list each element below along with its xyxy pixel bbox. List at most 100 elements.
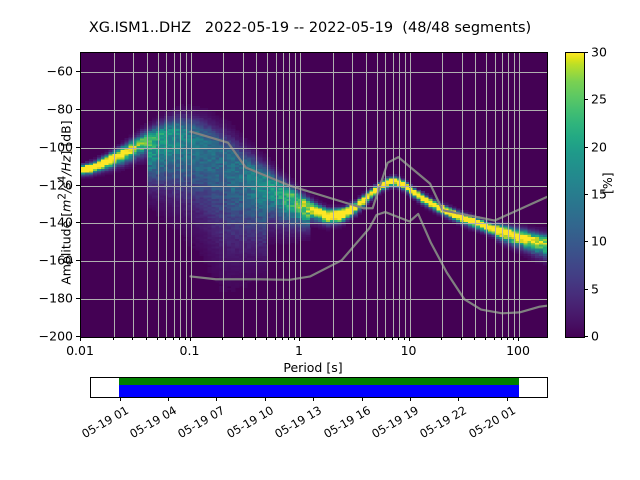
ppsd-density-cell: [231, 155, 236, 158]
ppsd-density-cell: [310, 198, 315, 202]
ppsd-density-cell: [140, 140, 145, 143]
ppsd-density-cell: [369, 195, 374, 198]
ppsd-density-cell: [246, 176, 252, 179]
ppsd-density-cell: [223, 149, 228, 152]
ppsd-density-cell: [187, 234, 193, 238]
ppsd-density-cell: [191, 117, 196, 120]
ppsd-density-cell: [471, 217, 477, 221]
ppsd-density-cell: [321, 217, 327, 221]
ppsd-density-cell: [448, 204, 453, 207]
ppsd-density-cell: [124, 151, 129, 154]
ppsd-density-cell: [179, 225, 185, 228]
ppsd-density-cell: [183, 153, 189, 156]
ppsd-density-cell: [215, 128, 220, 132]
ppsd-density-cell: [306, 212, 311, 215]
ppsd-density-cell: [223, 274, 228, 277]
timeline-tick-mark: [265, 397, 266, 401]
ppsd-density-cell: [211, 244, 216, 247]
grid-line-vertical: [276, 53, 277, 337]
ppsd-density-cell: [270, 212, 275, 215]
ppsd-density-cell: [424, 206, 429, 209]
ppsd-density-cell: [270, 179, 275, 183]
ppsd-density-cell: [179, 111, 185, 115]
ppsd-density-cell: [195, 164, 200, 168]
ppsd-density-cell: [195, 149, 200, 152]
ppsd-density-cell: [238, 168, 244, 171]
ppsd-density-cell: [227, 230, 232, 234]
ppsd-density-cell: [179, 126, 185, 130]
ppsd-density-cell: [183, 204, 189, 207]
ppsd-density-cell: [187, 242, 193, 245]
ppsd-density-cell: [148, 198, 153, 202]
ppsd-density-cell: [152, 136, 157, 139]
ppsd-density-cell: [231, 130, 236, 133]
ppsd-density-cell: [258, 240, 264, 243]
ppsd-density-cell: [223, 174, 228, 177]
ppsd-density-cell: [195, 242, 200, 245]
ppsd-density-cell: [191, 140, 196, 143]
ppsd-density-cell: [428, 196, 433, 200]
ppsd-density-cell: [195, 230, 200, 234]
ppsd-density-cell: [270, 232, 275, 236]
ppsd-density-cell: [290, 221, 295, 224]
ppsd-density-cell: [199, 121, 204, 124]
ppsd-density-cell: [262, 155, 268, 158]
ppsd-density-cell: [539, 232, 544, 236]
ppsd-density-cell: [250, 246, 256, 249]
ppsd-density-cell: [215, 266, 220, 270]
ppsd-density-cell: [203, 136, 208, 139]
ppsd-density-cell: [294, 227, 299, 230]
ppsd-density-cell: [242, 143, 248, 147]
ppsd-density-cell: [543, 251, 547, 255]
ppsd-density-cell: [531, 244, 536, 247]
ppsd-density-cell: [179, 198, 185, 202]
ppsd-density-cell: [246, 227, 252, 230]
ppsd-density-cell: [250, 172, 256, 175]
ppsd-density-cell: [235, 280, 240, 283]
ppsd-density-cell: [179, 230, 185, 234]
ppsd-density-cell: [167, 162, 173, 166]
ppsd-density-cell: [527, 242, 532, 245]
ppsd-density-cell: [183, 208, 189, 211]
ppsd-density-cell: [191, 213, 196, 217]
ppsd-density-cell: [223, 191, 228, 194]
ppsd-density-cell: [250, 162, 256, 166]
y-tick-label: −80: [46, 101, 73, 117]
ppsd-density-cell: [238, 249, 244, 253]
ppsd-density-cell: [246, 151, 252, 154]
ppsd-density-cell: [199, 130, 204, 133]
ppsd-density-cell: [361, 200, 366, 204]
ppsd-density-cell: [420, 200, 426, 204]
ppsd-density-cell: [215, 136, 220, 139]
ppsd-density-cell: [238, 274, 244, 277]
ppsd-density-cell: [527, 257, 532, 260]
ppsd-density-cell: [144, 157, 149, 160]
ppsd-density-cell: [250, 263, 256, 266]
ppsd-density-cell: [231, 170, 236, 173]
ppsd-density-cell: [187, 221, 193, 224]
ppsd-density-cell: [219, 248, 224, 251]
ppsd-density-cell: [325, 208, 331, 211]
ppsd-density-cell: [215, 246, 220, 249]
ppsd-density-cell: [290, 204, 295, 207]
ppsd-density-cell: [195, 128, 200, 132]
ppsd-density-cell: [179, 128, 185, 132]
ppsd-density-cell: [424, 193, 429, 196]
ppsd-density-cell: [207, 168, 212, 171]
ppsd-density-cell: [211, 238, 216, 241]
ppsd-density-cell: [179, 159, 185, 162]
ppsd-density-cell: [187, 206, 193, 209]
ppsd-density-cell: [128, 138, 133, 141]
ppsd-density-cell: [266, 164, 272, 168]
ppsd-density-cell: [266, 221, 272, 224]
ppsd-density-cell: [187, 107, 193, 111]
ppsd-density-cell: [499, 234, 505, 238]
ppsd-density-cell: [246, 172, 252, 175]
ppsd-density-cell: [215, 143, 220, 147]
ppsd-density-cell: [207, 141, 212, 145]
ppsd-density-cell: [195, 227, 200, 230]
ppsd-density-cell: [491, 221, 497, 224]
ppsd-density-cell: [199, 248, 204, 251]
timeline-tick-mark: [216, 397, 217, 401]
